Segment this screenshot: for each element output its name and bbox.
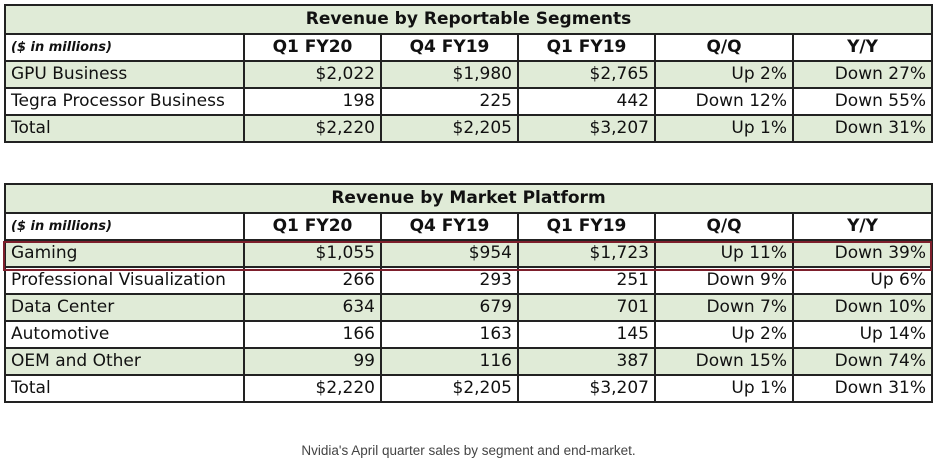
cell-value: 198 — [243, 87, 382, 116]
table-row: GPU Business $2,022 $1,980 $2,765 Up 2% … — [4, 60, 934, 89]
table-row: Automotive 166 163 145 Up 2% Up 14% — [4, 320, 933, 349]
figure-caption: Nvidia's April quarter sales by segment … — [301, 443, 636, 458]
row-label: GPU Business — [4, 60, 245, 89]
cell-value: $2,220 — [243, 114, 382, 143]
table-title: Revenue by Market Platform — [4, 183, 933, 214]
table-row: Professional Visualization 266 293 251 D… — [4, 266, 933, 295]
table-row: Data Center 634 679 701 Down 7% Down 10% — [4, 293, 933, 322]
cell-value: $3,207 — [517, 374, 656, 403]
cell-value: 387 — [517, 347, 656, 376]
column-header: Q/Q — [654, 33, 794, 62]
row-label: Professional Visualization — [4, 266, 245, 295]
cell-value: $2,765 — [517, 60, 656, 89]
cell-value: 116 — [380, 347, 519, 376]
column-header: Q/Q — [654, 212, 794, 241]
column-header: Q1 FY20 — [243, 33, 382, 62]
cell-value: $3,207 — [517, 114, 656, 143]
table-title: Revenue by Reportable Segments — [3, 4, 934, 35]
cell-value: Up 1% — [654, 374, 794, 403]
table-title-row: Revenue by Market Platform — [4, 183, 933, 214]
table-row-gaming: Gaming $1,055 $954 $1,723 Up 11% Down 39… — [4, 239, 933, 268]
row-label: Tegra Processor Business — [4, 87, 245, 116]
cell-value: $2,205 — [380, 114, 519, 143]
cell-value: 266 — [243, 266, 382, 295]
table-row-total: Total $2,220 $2,205 $3,207 Up 1% Down 31… — [4, 374, 933, 403]
cell-value: 225 — [380, 87, 519, 116]
cell-value: Down 74% — [792, 347, 933, 376]
units-header: ($ in millions) — [4, 33, 245, 62]
cell-value: Up 11% — [654, 239, 794, 268]
cell-value: Down 9% — [654, 266, 794, 295]
cell-value: Up 14% — [792, 320, 933, 349]
cell-value: Up 2% — [654, 320, 794, 349]
column-header: Y/Y — [791, 33, 934, 62]
row-label: OEM and Other — [4, 347, 245, 376]
cell-value: 679 — [380, 293, 519, 322]
cell-value: Down 10% — [792, 293, 933, 322]
cell-value: $1,723 — [517, 239, 656, 268]
cell-value: Down 7% — [654, 293, 794, 322]
units-header: ($ in millions) — [4, 212, 245, 241]
cell-value: Down 31% — [791, 114, 934, 143]
cell-value: 251 — [517, 266, 656, 295]
cell-value: Down 39% — [792, 239, 933, 268]
table-header-row: ($ in millions) Q1 FY20 Q4 FY19 Q1 FY19 … — [4, 33, 934, 62]
column-header: Q4 FY19 — [380, 212, 519, 241]
cell-value: 634 — [243, 293, 382, 322]
cell-value: 145 — [517, 320, 656, 349]
row-label: Total — [4, 374, 245, 403]
cell-value: $2,205 — [380, 374, 519, 403]
cell-value: Up 2% — [654, 60, 794, 89]
cell-value: 293 — [380, 266, 519, 295]
cell-value: Down 31% — [792, 374, 933, 403]
cell-value: Down 15% — [654, 347, 794, 376]
cell-value: 99 — [243, 347, 382, 376]
column-header: Y/Y — [792, 212, 933, 241]
cell-value: $954 — [380, 239, 519, 268]
column-header: Q1 FY20 — [243, 212, 382, 241]
cell-value: 163 — [380, 320, 519, 349]
column-header: Q4 FY19 — [380, 33, 519, 62]
cell-value: 166 — [243, 320, 382, 349]
row-label: Gaming — [4, 239, 245, 268]
row-label: Automotive — [4, 320, 245, 349]
table-row-total: Total $2,220 $2,205 $3,207 Up 1% Down 31… — [4, 114, 934, 143]
cell-value: $1,980 — [380, 60, 519, 89]
table-row: OEM and Other 99 116 387 Down 15% Down 7… — [4, 347, 933, 376]
table-title-row: Revenue by Reportable Segments — [3, 4, 934, 35]
cell-value: 442 — [517, 87, 656, 116]
table-header-row: ($ in millions) Q1 FY20 Q4 FY19 Q1 FY19 … — [4, 212, 933, 241]
market-platform-table: Revenue by Market Platform ($ in million… — [4, 183, 933, 403]
column-header: Q1 FY19 — [517, 33, 656, 62]
reportable-segments-table: Revenue by Reportable Segments ($ in mil… — [3, 4, 934, 143]
cell-value: Down 27% — [791, 60, 934, 89]
cell-value: $1,055 — [243, 239, 382, 268]
cell-value: Down 55% — [791, 87, 934, 116]
cell-value: $2,022 — [243, 60, 382, 89]
row-label: Total — [4, 114, 245, 143]
column-header: Q1 FY19 — [517, 212, 656, 241]
cell-value: Up 6% — [792, 266, 933, 295]
cell-value: Down 12% — [654, 87, 794, 116]
cell-value: 701 — [517, 293, 656, 322]
cell-value: $2,220 — [243, 374, 382, 403]
table-row: Tegra Processor Business 198 225 442 Dow… — [4, 87, 934, 116]
row-label: Data Center — [4, 293, 245, 322]
cell-value: Up 1% — [654, 114, 794, 143]
